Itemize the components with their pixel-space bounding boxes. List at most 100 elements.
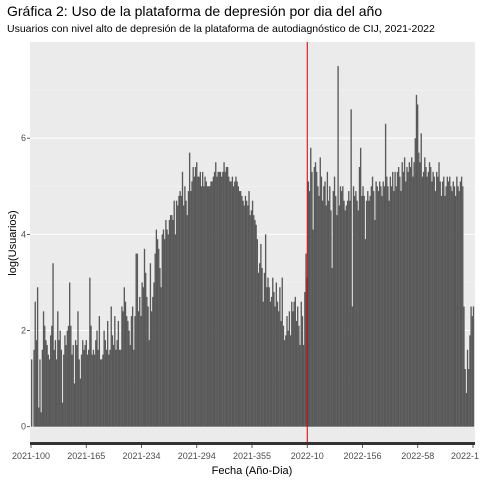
bar [469, 335, 471, 427]
bar [342, 186, 344, 427]
bar [280, 320, 282, 427]
bar [127, 320, 129, 427]
bar [415, 94, 418, 427]
bar [103, 330, 105, 427]
bar [319, 157, 321, 427]
bar [459, 181, 462, 427]
bar [130, 316, 133, 427]
bar [267, 277, 269, 427]
bar [370, 186, 373, 427]
bar [70, 325, 72, 427]
bar [454, 195, 457, 427]
bar [50, 335, 52, 427]
bar [156, 239, 159, 427]
bar [177, 205, 179, 427]
bar [282, 325, 285, 427]
bar [123, 287, 125, 427]
bar [307, 181, 310, 427]
bar [82, 340, 84, 427]
bar [223, 162, 225, 427]
bar [63, 354, 65, 427]
bar [369, 195, 371, 427]
bar [213, 171, 216, 427]
bar [430, 167, 432, 427]
bar [470, 306, 472, 427]
bar [329, 186, 331, 427]
x-axis-title: Fecha (Año-Dia) [212, 465, 293, 477]
x-tick-label: 2022-58 [401, 451, 434, 461]
bar [414, 138, 416, 427]
bar [59, 330, 61, 427]
bar [93, 354, 96, 427]
bar [164, 239, 166, 427]
bar [272, 277, 274, 427]
bar [112, 344, 115, 427]
bar [402, 171, 405, 427]
bar [142, 287, 144, 427]
bar [34, 301, 36, 427]
bar [54, 340, 57, 427]
bar [285, 335, 287, 427]
bar [425, 167, 427, 427]
bar [210, 181, 212, 427]
bar [139, 296, 141, 427]
y-tick-label: 2 [21, 326, 26, 336]
bar [304, 292, 306, 427]
bar [145, 272, 147, 427]
bar [115, 349, 117, 427]
bar [207, 186, 210, 427]
bar [367, 191, 369, 427]
bar [352, 186, 355, 427]
bar [61, 402, 64, 427]
bar [269, 301, 272, 427]
bar [237, 186, 239, 427]
bar [140, 316, 142, 427]
bar [270, 296, 273, 427]
bar [108, 354, 110, 427]
bar [185, 200, 187, 427]
bar [387, 186, 389, 427]
y-axis-ticks: 0 2 4 6 [21, 133, 30, 432]
bar [339, 186, 342, 427]
bar [466, 349, 469, 427]
bar [152, 296, 154, 427]
bar [55, 359, 58, 427]
bar [420, 133, 422, 427]
bar [451, 191, 453, 427]
bar [180, 195, 182, 427]
bar [453, 186, 456, 427]
bar [294, 296, 296, 427]
bar [33, 349, 35, 427]
bar [445, 186, 447, 427]
bar [135, 253, 137, 427]
bar [381, 195, 383, 427]
bar [264, 234, 267, 427]
bar [167, 234, 169, 427]
bar [316, 171, 318, 427]
bar [169, 215, 172, 427]
bar [147, 306, 149, 427]
bar [443, 176, 445, 427]
bar [118, 349, 121, 427]
bar [159, 268, 161, 427]
bar [401, 162, 403, 427]
bar [205, 181, 207, 427]
bar [124, 301, 127, 427]
bar [47, 354, 49, 427]
bar [46, 344, 48, 427]
bar [312, 229, 314, 427]
bar [216, 176, 218, 427]
bar [57, 311, 59, 427]
bar [357, 210, 359, 427]
bar [175, 200, 178, 427]
chart-title: Gráfica 2: Uso de la plataforma de depre… [7, 3, 383, 19]
bar [202, 171, 204, 427]
bar [230, 181, 232, 427]
bar [424, 157, 426, 427]
bar [348, 191, 350, 427]
bar [314, 162, 317, 427]
bar [276, 301, 279, 427]
bar [298, 325, 300, 427]
bar [226, 167, 229, 427]
